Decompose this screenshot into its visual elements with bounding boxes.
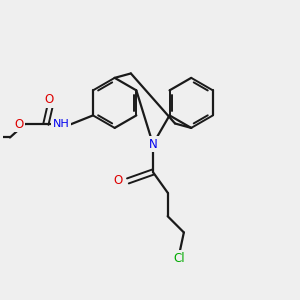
Text: O: O (14, 118, 23, 131)
Text: O: O (44, 93, 53, 106)
Text: NH: NH (53, 119, 69, 129)
Text: O: O (113, 174, 123, 188)
Text: N: N (148, 138, 157, 151)
Text: Cl: Cl (174, 252, 185, 265)
